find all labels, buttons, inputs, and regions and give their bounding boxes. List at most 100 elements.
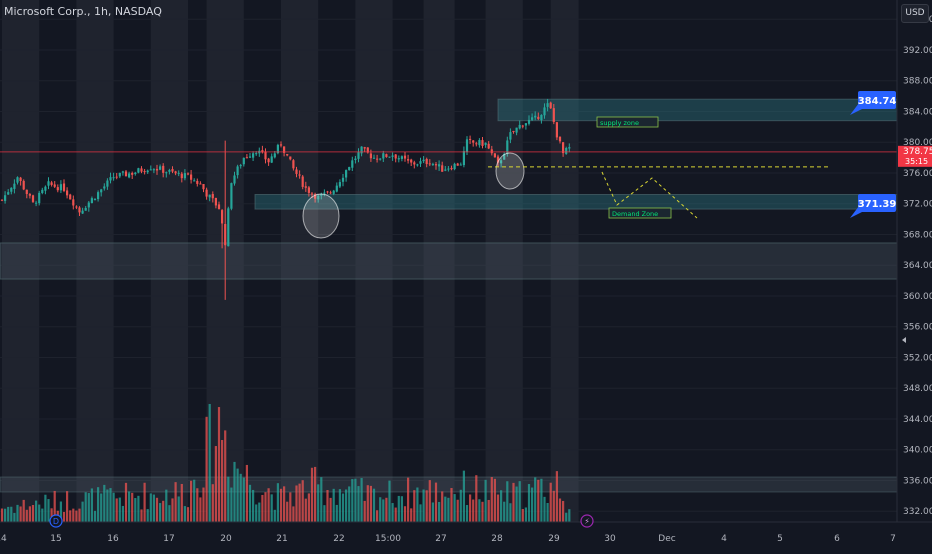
candle <box>503 153 506 160</box>
candle <box>10 187 13 192</box>
volume-bar <box>555 471 558 522</box>
candle <box>558 136 562 142</box>
volume-bar <box>360 478 363 522</box>
volume-bar <box>534 477 537 522</box>
session-band <box>76 0 114 522</box>
candle <box>155 168 159 171</box>
volume-bar <box>447 497 450 522</box>
volume-bar <box>248 484 252 522</box>
volume-bar <box>118 497 121 522</box>
price-tick-label: 352.00 <box>903 353 932 363</box>
candle <box>496 156 500 163</box>
volume-bar <box>16 504 19 522</box>
volume-bar <box>109 488 112 522</box>
candle <box>552 108 555 122</box>
volume-bar <box>456 499 459 522</box>
candle <box>236 166 239 176</box>
price-tick-label: 356.00 <box>903 323 932 333</box>
highlight-circle <box>495 152 525 190</box>
candle <box>462 151 465 166</box>
price-tick-label: 380.00 <box>903 138 932 148</box>
volume-bar <box>121 505 124 522</box>
candle <box>267 158 270 163</box>
candle <box>379 158 382 160</box>
session-band <box>485 0 523 522</box>
volume-bar <box>93 510 97 522</box>
volume-bar <box>388 480 391 522</box>
candle <box>239 165 242 167</box>
candle <box>81 210 84 214</box>
dividend-marker-label: D <box>53 517 59 526</box>
candle <box>248 156 252 158</box>
candle <box>72 199 75 206</box>
candle <box>149 169 152 171</box>
candle <box>335 185 338 192</box>
volume-bar <box>183 506 186 522</box>
price-tick-label: 384.00 <box>903 107 932 117</box>
volume-bar <box>301 480 304 522</box>
volume-bar <box>369 485 372 522</box>
candle <box>252 153 255 158</box>
volume-bar <box>168 505 171 522</box>
candle <box>500 160 503 164</box>
volume-bar <box>444 496 447 522</box>
candle <box>345 170 348 178</box>
volume-bar <box>174 482 177 522</box>
time-tick-label: 7 <box>890 534 896 544</box>
candle <box>4 195 7 201</box>
volume-bar <box>518 481 521 522</box>
volume-bar <box>242 477 245 522</box>
candle <box>366 147 369 153</box>
candle <box>332 190 335 194</box>
price-tick-label: 364.00 <box>903 261 932 271</box>
candle <box>286 154 289 156</box>
volume-bar <box>283 486 286 522</box>
candle <box>208 194 211 198</box>
candle <box>47 181 50 186</box>
chart-title: Microsoft Corp., 1h, NASDAQ <box>4 5 162 18</box>
currency-button[interactable]: USD <box>901 4 929 23</box>
candle <box>338 182 341 187</box>
volume-bar <box>552 490 555 522</box>
volume-bar <box>354 478 357 522</box>
volume-bar <box>264 492 267 522</box>
projection-path <box>601 171 698 219</box>
candle <box>124 171 128 177</box>
candle <box>35 202 38 204</box>
volume-bar <box>416 487 419 522</box>
volume-bar <box>565 512 568 522</box>
candle <box>512 130 515 132</box>
candle <box>196 180 199 184</box>
candle <box>190 174 193 180</box>
demand-zone-label: Demand Zone <box>612 210 658 218</box>
volume-bar <box>193 479 196 522</box>
volume-bar <box>472 499 475 522</box>
candle <box>152 169 155 171</box>
candle <box>394 154 397 159</box>
candle <box>168 170 171 172</box>
candle <box>465 139 469 152</box>
volume-bar <box>199 497 202 522</box>
volume-bar <box>224 430 227 522</box>
volume-bar <box>400 496 403 522</box>
time-tick-label: 4 <box>721 534 727 544</box>
volume-bar <box>103 484 106 522</box>
volume-bar <box>128 491 131 522</box>
volume-bar <box>90 488 93 522</box>
candle <box>534 115 537 118</box>
volume-bar <box>230 487 233 522</box>
volume-bar <box>22 499 25 522</box>
candle <box>540 114 543 121</box>
candle <box>255 153 258 155</box>
candle <box>103 186 106 189</box>
candle <box>165 172 168 174</box>
candle <box>128 173 131 178</box>
volume-bar <box>279 488 283 522</box>
volume-bar <box>391 503 394 522</box>
last-price-label: 378.75 <box>903 147 932 157</box>
candle <box>385 154 388 157</box>
volume-bar <box>459 489 462 522</box>
candle <box>109 177 112 181</box>
